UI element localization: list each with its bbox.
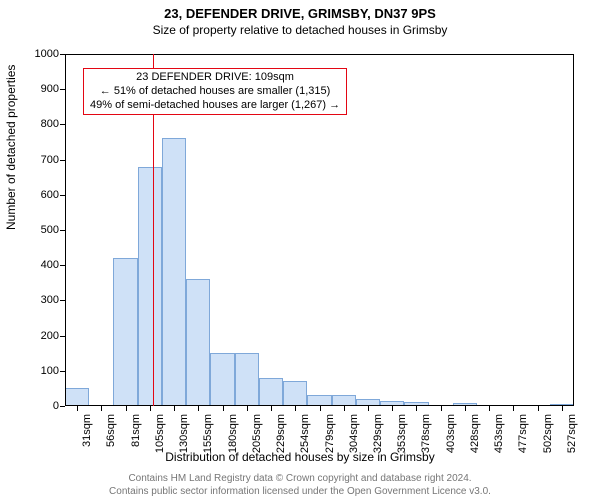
x-tick-label: 353sqm xyxy=(396,414,408,453)
histogram-bar xyxy=(65,388,89,406)
y-tick xyxy=(60,89,65,90)
x-tick xyxy=(392,406,393,411)
x-tick xyxy=(247,406,248,411)
y-tick xyxy=(60,406,65,407)
y-tick-label: 700 xyxy=(41,154,59,166)
y-tick-label: 900 xyxy=(41,83,59,95)
y-tick xyxy=(60,124,65,125)
x-tick xyxy=(489,406,490,411)
histogram-bar xyxy=(235,353,259,406)
x-tick xyxy=(513,406,514,411)
x-tick-label: 130sqm xyxy=(178,414,190,453)
x-tick xyxy=(174,406,175,411)
y-tick-label: 400 xyxy=(41,259,59,271)
x-tick xyxy=(295,406,296,411)
x-tick-label: 81sqm xyxy=(130,414,142,447)
y-tick-label: 300 xyxy=(41,294,59,306)
x-tick-label: 56sqm xyxy=(105,414,117,447)
x-tick xyxy=(320,406,321,411)
x-tick-label: 229sqm xyxy=(275,414,287,453)
histogram-bar xyxy=(259,378,283,406)
y-tick-label: 800 xyxy=(41,118,59,130)
y-tick-label: 600 xyxy=(41,189,59,201)
histogram-bar xyxy=(162,138,186,406)
x-tick xyxy=(562,406,563,411)
x-tick-label: 304sqm xyxy=(348,414,360,453)
plot-border-right xyxy=(573,54,574,406)
x-tick xyxy=(368,406,369,411)
y-tick xyxy=(60,54,65,55)
y-tick-label: 1000 xyxy=(35,48,59,60)
histogram-bar xyxy=(186,279,210,406)
annotation-line-3: 49% of semi-detached houses are larger (… xyxy=(90,99,340,113)
annotation-line-2: ← 51% of detached houses are smaller (1,… xyxy=(90,85,340,99)
plot-border-top xyxy=(65,54,574,55)
x-tick-label: 428sqm xyxy=(469,414,481,453)
y-tick xyxy=(60,160,65,161)
y-tick xyxy=(60,336,65,337)
y-tick-label: 0 xyxy=(53,400,59,412)
y-tick xyxy=(60,195,65,196)
y-tick xyxy=(60,230,65,231)
histogram-bar xyxy=(138,167,162,406)
x-tick-label: 155sqm xyxy=(202,414,214,453)
y-axis-title: Number of detached properties xyxy=(4,65,18,230)
x-tick xyxy=(223,406,224,411)
y-tick xyxy=(60,265,65,266)
y-axis-line xyxy=(65,54,66,406)
x-tick-label: 502sqm xyxy=(542,414,554,453)
footer: Contains HM Land Registry data © Crown c… xyxy=(0,472,600,498)
footer-line-1: Contains HM Land Registry data © Crown c… xyxy=(0,472,600,485)
x-tick-label: 105sqm xyxy=(154,414,166,453)
x-tick-label: 329sqm xyxy=(372,414,384,453)
x-tick-label: 254sqm xyxy=(299,414,311,453)
histogram-bar xyxy=(210,353,234,406)
x-tick-label: 453sqm xyxy=(493,414,505,453)
x-tick-label: 279sqm xyxy=(324,414,336,453)
plot-area: 23 DEFENDER DRIVE: 109sqm ← 51% of detac… xyxy=(65,54,574,406)
chart-title: 23, DEFENDER DRIVE, GRIMSBY, DN37 9PS xyxy=(0,0,600,21)
x-tick-label: 477sqm xyxy=(517,414,529,453)
annotation-line-1: 23 DEFENDER DRIVE: 109sqm xyxy=(90,71,340,85)
footer-line-2: Contains public sector information licen… xyxy=(0,485,600,498)
x-tick-label: 180sqm xyxy=(227,414,239,453)
x-tick xyxy=(441,406,442,411)
x-tick xyxy=(344,406,345,411)
y-tick-label: 200 xyxy=(41,330,59,342)
histogram-bar xyxy=(113,258,137,406)
x-tick-label: 205sqm xyxy=(251,414,263,453)
x-tick xyxy=(416,406,417,411)
y-tick-label: 100 xyxy=(41,365,59,377)
y-tick-label: 500 xyxy=(41,224,59,236)
chart-container: 23, DEFENDER DRIVE, GRIMSBY, DN37 9PS Si… xyxy=(0,0,600,500)
x-tick xyxy=(101,406,102,411)
x-tick-label: 527sqm xyxy=(566,414,578,453)
x-tick xyxy=(271,406,272,411)
x-tick xyxy=(465,406,466,411)
x-tick-label: 378sqm xyxy=(420,414,432,453)
x-tick xyxy=(538,406,539,411)
x-tick xyxy=(198,406,199,411)
x-tick xyxy=(126,406,127,411)
x-tick xyxy=(77,406,78,411)
annotation-box: 23 DEFENDER DRIVE: 109sqm ← 51% of detac… xyxy=(83,68,347,115)
x-tick-label: 403sqm xyxy=(445,414,457,453)
x-tick xyxy=(150,406,151,411)
histogram-bar xyxy=(283,381,307,406)
y-tick xyxy=(60,371,65,372)
y-tick xyxy=(60,300,65,301)
chart-subtitle: Size of property relative to detached ho… xyxy=(0,21,600,37)
x-tick-label: 31sqm xyxy=(81,414,93,447)
